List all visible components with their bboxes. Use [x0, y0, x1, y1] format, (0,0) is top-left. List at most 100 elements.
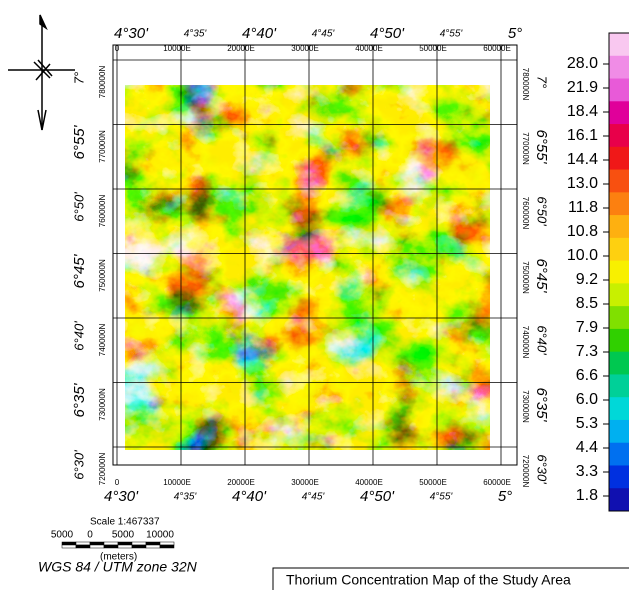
y-utm-label: 740000N [98, 324, 107, 357]
title: Thorium Concentration Map of the Study A… [286, 572, 571, 588]
x-utm-label: 0 [115, 478, 120, 487]
color-band [609, 442, 629, 466]
color-band [609, 283, 629, 307]
x-utm-label: 30000E [291, 44, 319, 53]
scale-segment [89, 541, 105, 546]
legend-label: 1.8 [576, 487, 598, 504]
y-degree-label: 6°55' [71, 124, 88, 159]
x-degree-label: 4°35' [184, 29, 208, 40]
scale-segment [145, 541, 161, 546]
y-utm-label: 770000N [521, 132, 530, 165]
color-bar-frame [608, 32, 629, 512]
x-utm-label: 10000E [163, 44, 191, 53]
legend-label: 9.2 [576, 271, 598, 288]
color-band [609, 192, 629, 216]
legend-label: 3.3 [576, 463, 598, 480]
y-degree-label: 6°40' [71, 321, 86, 351]
color-band [609, 306, 629, 330]
legend-label: 7.3 [576, 343, 598, 360]
x-utm-label: 20000E [227, 44, 255, 53]
color-band [609, 351, 629, 375]
scale-segment [117, 541, 133, 546]
x-utm-label: 20000E [227, 478, 255, 487]
scale-segment [75, 544, 91, 549]
scale-label: 5000 [51, 530, 74, 541]
y-degree-label: 6°45' [533, 259, 550, 294]
legend-label: 21.9 [567, 79, 598, 96]
color-band [609, 146, 629, 171]
y-utm-label: 720000N [98, 453, 107, 486]
y-degree-label: 6°45' [71, 253, 88, 288]
scale-segment [131, 544, 147, 549]
x-degree-label: 4°45' [312, 29, 336, 40]
legend-label: 10.8 [567, 223, 598, 240]
color-band [609, 55, 629, 80]
color-band [609, 78, 629, 102]
scale-segment [159, 544, 175, 549]
x-degree-label: 4°30' [114, 25, 149, 42]
color-band [609, 215, 629, 239]
y-degree-label: 6°30' [71, 450, 86, 480]
y-utm-label: 720000N [521, 455, 530, 488]
legend-label: 7.9 [576, 319, 598, 336]
x-utm-label: 40000E [355, 44, 383, 53]
x-utm-label: 0 [115, 44, 120, 53]
legend-label: 14.4 [567, 151, 598, 168]
scale-text: Scale 1:467337 [90, 517, 160, 528]
scale-segment [75, 541, 91, 546]
y-utm-label: 760000N [98, 195, 107, 228]
legend-label: 8.5 [576, 295, 598, 312]
x-degree-label: 5° [498, 488, 512, 505]
color-band [609, 328, 629, 353]
scale-segment [145, 544, 161, 549]
y-utm-label: 730000N [521, 390, 530, 423]
scale-segment [89, 544, 105, 549]
y-utm-label: 780000N [521, 68, 530, 101]
legend-label: 4.4 [576, 439, 598, 456]
y-utm-label: 740000N [521, 326, 530, 359]
color-band [609, 260, 629, 284]
legend-label: 5.3 [576, 415, 598, 432]
scale-segment [131, 541, 147, 546]
map-frame [112, 44, 518, 466]
color-band [609, 419, 629, 444]
x-utm-label: 10000E [163, 478, 191, 487]
scale-label: 10000 [146, 530, 174, 541]
x-utm-label: 50000E [419, 478, 447, 487]
north-arrow [8, 14, 75, 131]
x-utm-label: 30000E [291, 478, 319, 487]
x-degree-label: 4°55' [430, 492, 454, 503]
projection: WGS 84 / UTM zone 32N [38, 559, 198, 575]
legend-label: 18.4 [567, 103, 598, 120]
color-band [609, 465, 629, 489]
x-degree-label: 5° [508, 25, 522, 42]
map-raster [125, 85, 490, 450]
y-degree-label: 7° [71, 72, 86, 84]
scale-segment [103, 544, 119, 549]
x-utm-label: 60000E [483, 44, 511, 53]
scale-bar: 5000 0 5000 10000 [51, 530, 175, 549]
x-degree-label: 4°35' [174, 492, 198, 503]
color-band [609, 169, 629, 193]
x-utm-label: 50000E [419, 44, 447, 53]
x-degree-label: 4°40' [232, 488, 267, 505]
color-bar: 28.0 21.9 18.4 16.1 14.4 13.0 11.8 10.8 10.0 9.2 8… [567, 32, 629, 512]
x-degree-label: 4°30' [104, 488, 139, 505]
legend-label: 11.8 [568, 199, 598, 216]
scale-segment [117, 544, 133, 549]
legend-label: 6.0 [576, 391, 598, 408]
color-band [609, 101, 629, 125]
x-degree-label: 4°45' [302, 492, 326, 503]
scale-label: 0 [87, 530, 93, 541]
legend-label: 10.0 [567, 247, 598, 264]
legend-label: 28.0 [567, 55, 598, 72]
scale-segment [61, 541, 77, 546]
title-box [272, 567, 629, 590]
scale-segment [159, 541, 175, 546]
y-degree-label: 6°35' [71, 382, 88, 417]
x-utm-label: 40000E [355, 478, 383, 487]
y-utm-label: 780000N [98, 66, 107, 99]
x-utm-label: 60000E [483, 478, 511, 487]
scale-label: 5000 [112, 530, 135, 541]
